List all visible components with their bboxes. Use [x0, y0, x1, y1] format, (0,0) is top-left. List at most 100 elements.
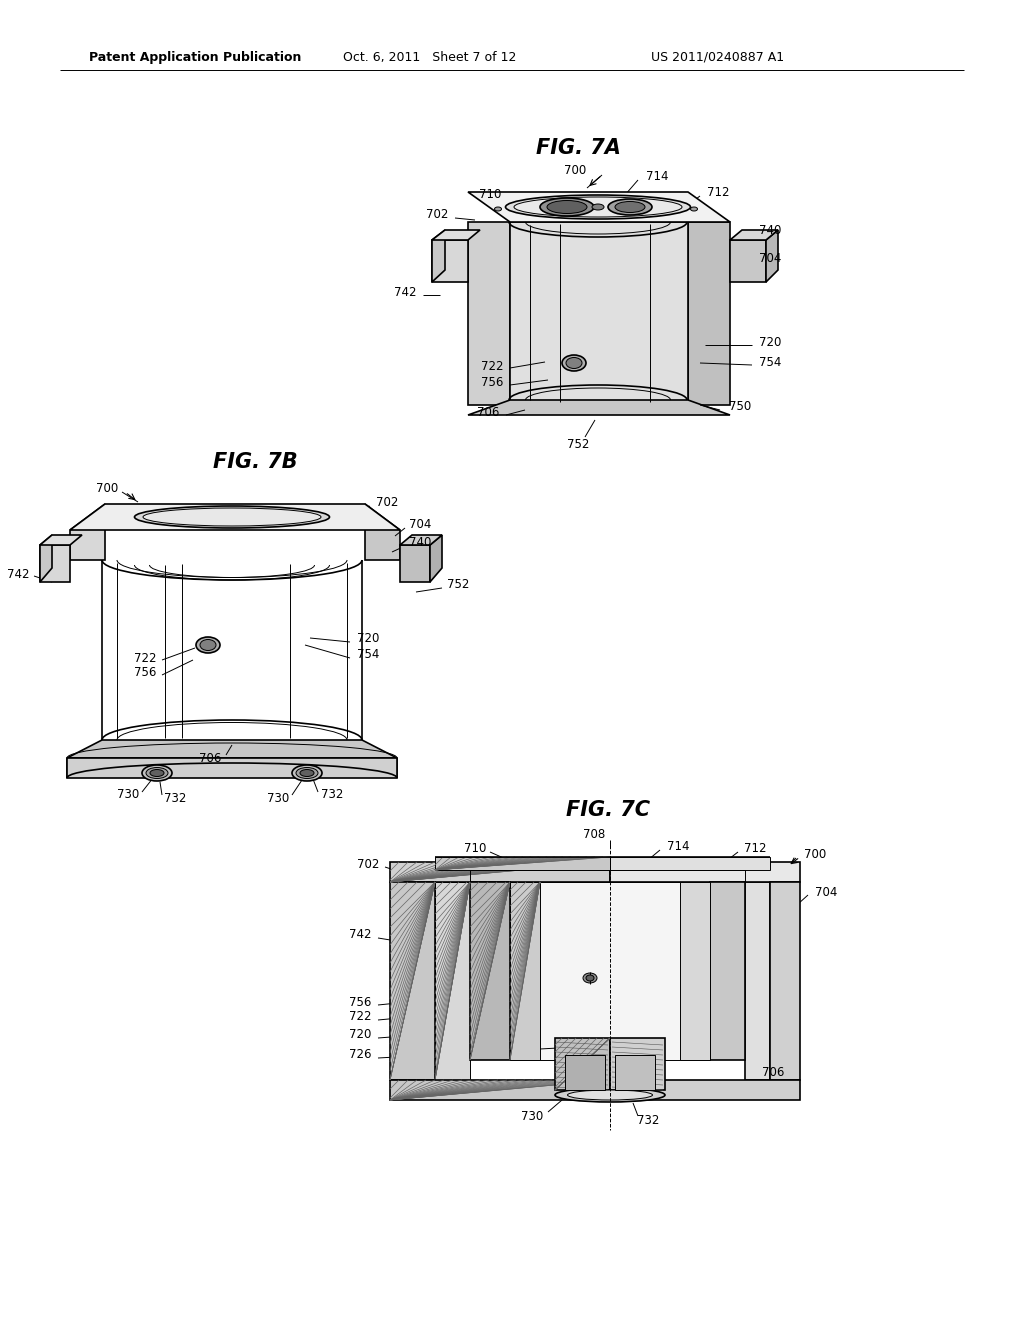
Text: 702: 702: [376, 496, 398, 510]
Text: 756: 756: [134, 667, 157, 680]
Text: 712: 712: [743, 842, 766, 855]
Ellipse shape: [506, 195, 690, 219]
Text: 710: 710: [464, 842, 486, 855]
Polygon shape: [468, 222, 510, 405]
Polygon shape: [510, 882, 710, 1060]
Text: Oct. 6, 2011   Sheet 7 of 12: Oct. 6, 2011 Sheet 7 of 12: [343, 50, 517, 63]
Polygon shape: [400, 545, 430, 582]
Polygon shape: [610, 1080, 800, 1100]
Ellipse shape: [586, 975, 594, 981]
Text: 740: 740: [759, 224, 781, 238]
Text: 742: 742: [349, 928, 372, 941]
Polygon shape: [730, 240, 766, 282]
Text: FIG. 7A: FIG. 7A: [536, 139, 621, 158]
Polygon shape: [365, 504, 400, 560]
Ellipse shape: [296, 767, 318, 779]
Text: 722: 722: [480, 359, 503, 372]
Text: 700: 700: [564, 164, 586, 177]
Polygon shape: [610, 857, 770, 870]
Polygon shape: [400, 535, 442, 545]
Text: 714: 714: [646, 170, 669, 183]
Ellipse shape: [292, 766, 322, 781]
Ellipse shape: [583, 973, 597, 983]
Polygon shape: [710, 882, 745, 1060]
Text: 708: 708: [583, 829, 605, 842]
Polygon shape: [432, 240, 468, 282]
Ellipse shape: [555, 1088, 665, 1102]
Polygon shape: [67, 758, 397, 777]
Text: 700: 700: [96, 482, 118, 495]
Polygon shape: [770, 882, 800, 1080]
Text: 732: 732: [164, 792, 186, 804]
Polygon shape: [470, 882, 510, 1060]
Text: 730: 730: [267, 792, 289, 804]
Ellipse shape: [566, 358, 582, 368]
Text: US 2011/0240887 A1: US 2011/0240887 A1: [651, 50, 784, 63]
Ellipse shape: [196, 638, 220, 653]
Polygon shape: [70, 504, 105, 560]
Polygon shape: [610, 1038, 665, 1090]
Text: 722: 722: [349, 1011, 372, 1023]
Text: 742: 742: [394, 286, 416, 300]
Polygon shape: [615, 1055, 655, 1090]
Polygon shape: [390, 862, 610, 882]
Text: 732: 732: [637, 1114, 659, 1126]
Text: 700: 700: [804, 849, 826, 862]
Ellipse shape: [547, 201, 587, 214]
Ellipse shape: [690, 207, 697, 211]
Polygon shape: [510, 882, 540, 1060]
Ellipse shape: [146, 767, 168, 779]
Polygon shape: [745, 882, 770, 1080]
Polygon shape: [468, 191, 730, 222]
Text: 704: 704: [815, 886, 838, 899]
Polygon shape: [390, 882, 435, 1080]
Ellipse shape: [495, 207, 502, 211]
Text: 754: 754: [759, 355, 781, 368]
Polygon shape: [40, 535, 82, 545]
Text: 704: 704: [759, 252, 781, 265]
Ellipse shape: [562, 355, 586, 371]
Polygon shape: [390, 1080, 610, 1100]
Ellipse shape: [200, 639, 216, 651]
Polygon shape: [40, 545, 70, 582]
Text: 726: 726: [349, 1048, 372, 1061]
Polygon shape: [766, 230, 778, 282]
Text: 702: 702: [356, 858, 379, 870]
Text: 730: 730: [521, 1110, 543, 1122]
Text: 750: 750: [729, 400, 752, 413]
Ellipse shape: [615, 202, 645, 213]
Text: 720: 720: [356, 632, 379, 645]
Ellipse shape: [567, 1090, 652, 1100]
Polygon shape: [435, 882, 470, 1080]
Text: 752: 752: [446, 578, 469, 591]
Text: 706: 706: [477, 407, 499, 420]
Text: 720: 720: [759, 335, 781, 348]
Text: 756: 756: [349, 995, 371, 1008]
Polygon shape: [432, 230, 445, 282]
Polygon shape: [565, 1055, 605, 1090]
Polygon shape: [70, 504, 400, 531]
Text: 706: 706: [199, 751, 221, 764]
Text: FIG. 7C: FIG. 7C: [566, 800, 650, 820]
Ellipse shape: [592, 205, 604, 210]
Ellipse shape: [540, 198, 594, 216]
Polygon shape: [555, 1038, 610, 1090]
Polygon shape: [468, 400, 730, 414]
Ellipse shape: [514, 197, 682, 216]
Polygon shape: [67, 741, 397, 758]
Polygon shape: [730, 230, 778, 240]
Ellipse shape: [134, 506, 330, 528]
Ellipse shape: [143, 508, 321, 525]
Polygon shape: [610, 862, 800, 882]
Text: 742: 742: [7, 568, 30, 581]
Polygon shape: [432, 230, 480, 240]
Ellipse shape: [300, 770, 314, 776]
Text: 704: 704: [409, 519, 431, 532]
Polygon shape: [40, 535, 52, 582]
Text: 710: 710: [479, 189, 501, 202]
Text: FIG. 7B: FIG. 7B: [213, 451, 297, 473]
Polygon shape: [430, 535, 442, 582]
Polygon shape: [688, 222, 730, 405]
Text: 754: 754: [356, 648, 379, 661]
Text: 752: 752: [567, 438, 589, 451]
